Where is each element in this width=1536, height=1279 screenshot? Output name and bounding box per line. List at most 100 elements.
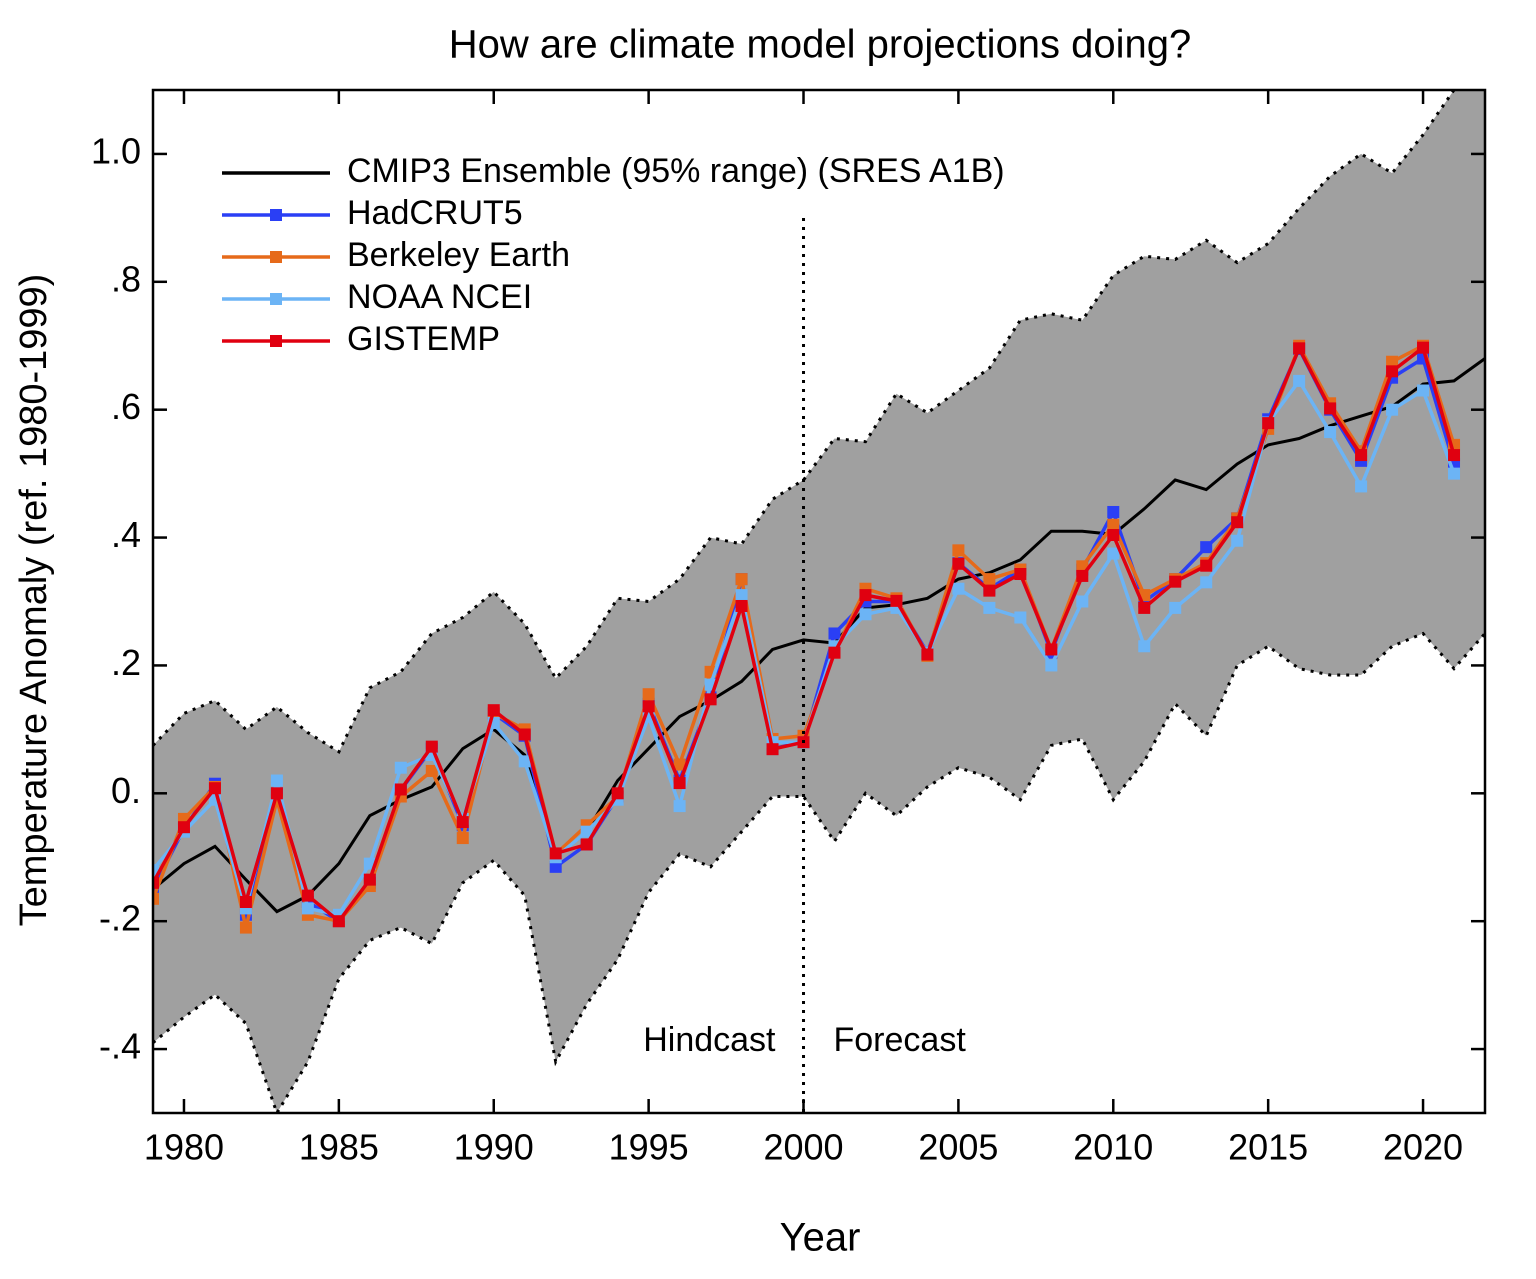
series-marker bbox=[1417, 384, 1430, 397]
series-marker bbox=[580, 838, 593, 851]
y-tick-label: -.4 bbox=[99, 1026, 141, 1067]
series-marker bbox=[704, 693, 717, 706]
series-marker bbox=[642, 688, 655, 701]
x-tick-label: 2020 bbox=[1383, 1127, 1463, 1168]
series-marker bbox=[1262, 417, 1275, 430]
series-marker bbox=[1138, 640, 1151, 653]
series-marker bbox=[1138, 601, 1151, 614]
y-tick-label: 1.0 bbox=[91, 130, 141, 171]
series-marker bbox=[270, 774, 283, 787]
series-marker bbox=[611, 787, 624, 800]
series-marker bbox=[1293, 374, 1306, 387]
y-tick-label: .6 bbox=[111, 386, 141, 427]
series-marker bbox=[1200, 576, 1213, 589]
x-axis-label: Year bbox=[780, 1216, 861, 1260]
series-marker bbox=[735, 589, 748, 602]
series-marker bbox=[270, 787, 283, 800]
series-marker bbox=[1076, 569, 1089, 582]
series-marker bbox=[673, 758, 686, 771]
series-marker bbox=[1014, 611, 1027, 624]
series-marker bbox=[394, 761, 407, 774]
series-marker bbox=[1200, 559, 1213, 572]
series-marker bbox=[580, 825, 593, 838]
series-marker bbox=[952, 582, 965, 595]
series-marker bbox=[1014, 568, 1027, 581]
legend-marker bbox=[270, 335, 282, 347]
series-marker bbox=[153, 864, 159, 877]
series-marker bbox=[1107, 505, 1120, 518]
x-tick-label: 2000 bbox=[763, 1127, 843, 1168]
legend-label: CMIP3 Ensemble (95% range) (SRES A1B) bbox=[347, 152, 1005, 190]
series-marker bbox=[1231, 534, 1244, 547]
x-tick-label: 1980 bbox=[144, 1127, 224, 1168]
series-marker bbox=[1169, 601, 1182, 614]
series-marker bbox=[828, 627, 841, 640]
series-marker bbox=[518, 755, 531, 768]
plot-area bbox=[153, 90, 1485, 1113]
y-tick-label: 0. bbox=[111, 770, 141, 811]
y-tick-label: .4 bbox=[111, 514, 141, 555]
series-marker bbox=[642, 700, 655, 713]
series-marker bbox=[1045, 659, 1058, 672]
series-marker bbox=[1324, 426, 1337, 439]
y-tick-label: .2 bbox=[111, 642, 141, 683]
series-marker bbox=[425, 764, 438, 777]
y-tick-label: .8 bbox=[111, 258, 141, 299]
series-marker bbox=[1107, 547, 1120, 560]
series-marker bbox=[153, 876, 159, 889]
series-marker bbox=[1386, 403, 1399, 416]
series-marker bbox=[859, 608, 872, 621]
series-marker bbox=[859, 589, 872, 602]
series-marker bbox=[735, 599, 748, 612]
series-marker bbox=[673, 800, 686, 813]
series-marker bbox=[153, 892, 159, 905]
series-marker bbox=[549, 847, 562, 860]
series-marker bbox=[1355, 449, 1368, 462]
series-marker bbox=[208, 782, 221, 795]
hindcast-label: Hindcast bbox=[643, 1021, 776, 1059]
series-marker bbox=[983, 584, 996, 597]
series-marker bbox=[487, 704, 500, 717]
series-marker bbox=[425, 740, 438, 753]
y-axis-label: Temperature Anomaly (ref. 1980-1999) bbox=[13, 274, 55, 927]
series-marker bbox=[921, 648, 934, 661]
series-marker bbox=[1324, 402, 1337, 415]
series-marker bbox=[1448, 449, 1461, 462]
legend-marker bbox=[270, 293, 282, 305]
series-marker bbox=[518, 728, 531, 741]
series-marker bbox=[1107, 529, 1120, 542]
forecast-label: Forecast bbox=[834, 1021, 967, 1059]
legend-label: HadCRUT5 bbox=[347, 194, 523, 232]
series-marker bbox=[1417, 341, 1430, 354]
x-tick-label: 1995 bbox=[609, 1127, 689, 1168]
legend-label: NOAA NCEI bbox=[347, 278, 532, 316]
series-marker bbox=[332, 915, 345, 928]
series-marker bbox=[1386, 365, 1399, 378]
series-marker bbox=[1355, 480, 1368, 493]
series-marker bbox=[239, 921, 252, 934]
series-marker bbox=[1200, 541, 1213, 554]
series-marker bbox=[1107, 518, 1120, 531]
plot-frame bbox=[151, 88, 1487, 1115]
band-fill bbox=[153, 90, 1485, 1113]
series-marker bbox=[952, 557, 965, 570]
series-marker bbox=[456, 816, 469, 829]
x-tick-label: 1985 bbox=[299, 1127, 379, 1168]
x-tick-label: 2015 bbox=[1228, 1127, 1308, 1168]
legend-label: GISTEMP bbox=[347, 320, 500, 358]
chart-title: How are climate model projections doing? bbox=[449, 23, 1192, 67]
series-marker bbox=[1076, 595, 1089, 608]
x-tick-label: 2010 bbox=[1073, 1127, 1153, 1168]
series-marker bbox=[673, 777, 686, 790]
series-marker bbox=[177, 821, 190, 834]
x-tick-label: 1990 bbox=[454, 1127, 534, 1168]
y-tick-label: -.2 bbox=[99, 898, 141, 939]
series-marker bbox=[983, 573, 996, 586]
series-marker bbox=[1045, 643, 1058, 656]
series-marker bbox=[828, 646, 841, 659]
series-marker bbox=[1448, 467, 1461, 480]
series-marker bbox=[890, 594, 903, 607]
series-marker bbox=[766, 743, 779, 756]
series-marker bbox=[301, 902, 314, 915]
